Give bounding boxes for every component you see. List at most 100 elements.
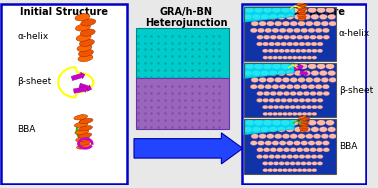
Ellipse shape (290, 134, 297, 139)
Ellipse shape (313, 77, 321, 82)
Ellipse shape (268, 169, 273, 172)
Ellipse shape (326, 64, 334, 69)
Polygon shape (244, 7, 294, 22)
Ellipse shape (294, 14, 302, 19)
Ellipse shape (244, 14, 252, 19)
Ellipse shape (323, 148, 330, 152)
Ellipse shape (308, 28, 315, 33)
Ellipse shape (74, 122, 88, 127)
Ellipse shape (293, 155, 299, 159)
Ellipse shape (245, 64, 254, 69)
Ellipse shape (281, 98, 287, 102)
Text: α-helix: α-helix (17, 32, 49, 41)
Ellipse shape (299, 8, 307, 11)
Ellipse shape (294, 127, 302, 132)
Ellipse shape (299, 4, 308, 7)
Ellipse shape (297, 14, 305, 17)
Text: Final Structure: Final Structure (262, 7, 345, 17)
Ellipse shape (302, 70, 311, 76)
Ellipse shape (257, 155, 263, 159)
Ellipse shape (257, 148, 263, 152)
Ellipse shape (79, 118, 93, 124)
Ellipse shape (257, 91, 263, 96)
Ellipse shape (76, 136, 90, 142)
Ellipse shape (299, 155, 305, 159)
Ellipse shape (270, 148, 277, 152)
Ellipse shape (311, 155, 317, 159)
Ellipse shape (301, 124, 309, 127)
Ellipse shape (263, 120, 272, 125)
Ellipse shape (307, 112, 312, 116)
Ellipse shape (75, 14, 90, 21)
Ellipse shape (284, 49, 290, 53)
Ellipse shape (294, 28, 301, 33)
Ellipse shape (81, 19, 96, 26)
Ellipse shape (272, 120, 281, 125)
Ellipse shape (259, 21, 266, 26)
Ellipse shape (245, 120, 254, 125)
Ellipse shape (269, 155, 275, 159)
Ellipse shape (77, 144, 90, 149)
Ellipse shape (254, 120, 263, 125)
Ellipse shape (263, 112, 268, 116)
Ellipse shape (301, 118, 310, 120)
Ellipse shape (263, 148, 270, 152)
Ellipse shape (261, 70, 269, 76)
Ellipse shape (299, 12, 307, 15)
Ellipse shape (329, 134, 336, 139)
Ellipse shape (244, 127, 252, 132)
Ellipse shape (261, 127, 269, 132)
Ellipse shape (322, 141, 329, 145)
Ellipse shape (268, 112, 273, 116)
Ellipse shape (269, 98, 275, 102)
Ellipse shape (299, 120, 307, 125)
Ellipse shape (282, 112, 288, 116)
Ellipse shape (290, 64, 299, 69)
Ellipse shape (251, 77, 259, 82)
Ellipse shape (265, 84, 272, 89)
Ellipse shape (290, 148, 296, 152)
Ellipse shape (279, 49, 284, 53)
Ellipse shape (79, 126, 93, 131)
Ellipse shape (290, 105, 295, 109)
Ellipse shape (300, 128, 308, 130)
Ellipse shape (298, 116, 306, 119)
Ellipse shape (316, 91, 323, 96)
Ellipse shape (263, 98, 269, 102)
Ellipse shape (257, 35, 263, 39)
Ellipse shape (294, 70, 302, 76)
Ellipse shape (286, 127, 294, 132)
Ellipse shape (305, 155, 311, 159)
Ellipse shape (302, 14, 311, 19)
Ellipse shape (315, 28, 322, 33)
Ellipse shape (302, 112, 307, 116)
Ellipse shape (296, 91, 303, 96)
Ellipse shape (282, 169, 288, 172)
Ellipse shape (298, 18, 306, 21)
Ellipse shape (290, 120, 299, 125)
Ellipse shape (306, 105, 312, 109)
Ellipse shape (299, 98, 305, 102)
Ellipse shape (317, 162, 323, 165)
Ellipse shape (80, 29, 95, 36)
Bar (244, 119, 336, 174)
Ellipse shape (299, 64, 307, 69)
Ellipse shape (277, 56, 283, 59)
Ellipse shape (268, 56, 273, 59)
Text: Initial Structure: Initial Structure (20, 7, 108, 17)
Ellipse shape (277, 148, 283, 152)
Ellipse shape (76, 34, 91, 41)
Ellipse shape (270, 91, 277, 96)
Ellipse shape (257, 98, 263, 102)
Ellipse shape (287, 42, 293, 46)
Ellipse shape (317, 98, 323, 102)
Ellipse shape (254, 64, 263, 69)
Ellipse shape (312, 162, 317, 165)
Ellipse shape (323, 35, 330, 39)
Ellipse shape (290, 7, 299, 13)
Ellipse shape (315, 84, 322, 89)
Ellipse shape (305, 98, 311, 102)
Ellipse shape (277, 70, 285, 76)
Ellipse shape (261, 14, 269, 19)
Ellipse shape (287, 169, 292, 172)
